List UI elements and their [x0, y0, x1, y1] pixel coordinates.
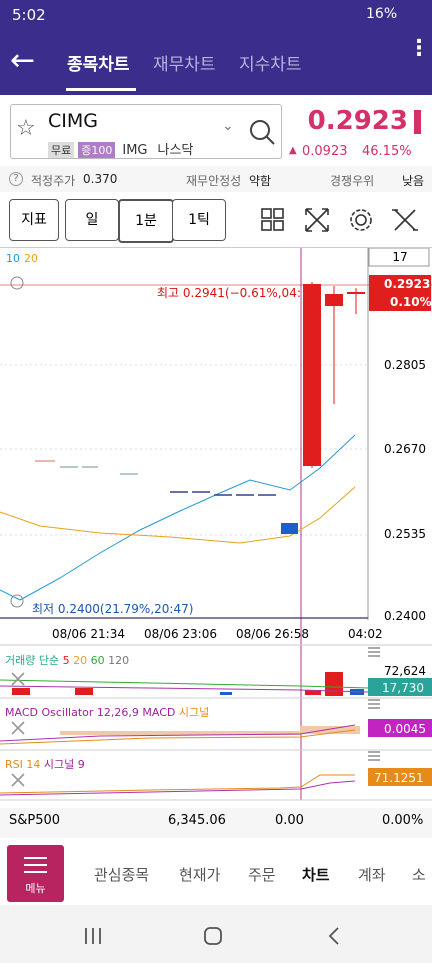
info-label: 경쟁우위	[330, 174, 375, 188]
info-value: 0.370	[83, 172, 118, 186]
symbol: CIMG	[48, 110, 98, 132]
macd-current: 0.0045	[384, 722, 426, 736]
macd-line: MACD	[142, 706, 176, 719]
nav-item[interactable]: 주문	[248, 866, 276, 884]
price-bar	[414, 110, 421, 134]
low-label: 최저 0.2400(21.79%,20:47)	[32, 602, 194, 616]
tab[interactable]: 지수차트	[239, 55, 302, 75]
period: 5	[62, 654, 70, 667]
time-label: 08/06 26:58	[236, 627, 309, 641]
macd-signal: 시그널	[178, 706, 210, 719]
volume-title: 거래량 단순 5 20 60 120	[5, 652, 129, 668]
menu-label: 메뉴	[25, 882, 46, 895]
back-button[interactable]: ←	[10, 43, 36, 78]
menu-button[interactable]	[7, 845, 64, 902]
tab[interactable]: 종목차트	[67, 55, 130, 75]
tag: 나스닥	[157, 143, 194, 158]
period: 120	[108, 654, 130, 667]
chart-area	[0, 248, 432, 801]
macd-label: MACD Oscillator 12,26,9	[5, 706, 139, 719]
time-label: 08/06 23:06	[144, 627, 217, 641]
volume-label: 거래량 단순	[5, 654, 60, 667]
price-label: 0.2805	[384, 358, 426, 372]
clock: 5:02	[12, 6, 46, 24]
dropdown[interactable]: ⌄	[222, 118, 234, 134]
tag: 증100	[78, 142, 116, 158]
period: 20	[73, 654, 88, 667]
current-rate: 0.10%	[390, 295, 432, 309]
change-rate: 46.15%	[362, 144, 412, 159]
time-label: 08/06 21:34	[52, 627, 125, 641]
nav-item[interactable]: 소	[412, 866, 426, 884]
ma-label: 10	[6, 252, 20, 265]
period-button[interactable]: 일	[65, 199, 119, 241]
index-change: 0.00	[275, 813, 304, 828]
period: 60	[90, 654, 105, 667]
ma-label: 20	[24, 252, 38, 265]
info-label: 적정주가	[31, 174, 76, 188]
period-button[interactable]: 1분	[118, 199, 174, 243]
nav-item[interactable]: 현재가	[179, 866, 221, 884]
price: 0.2923	[307, 106, 408, 136]
current-price: 0.2923	[384, 277, 431, 291]
tab-indicator	[66, 88, 136, 91]
index-value: 6,345.06	[168, 813, 226, 828]
system-nav	[0, 905, 432, 963]
nav-item[interactable]: 계좌	[358, 866, 386, 884]
more-button[interactable]: ⋮	[408, 36, 430, 61]
index-rate: 0.00%	[382, 813, 424, 828]
index-name: S&P500	[9, 813, 61, 828]
info-value: 낮음	[402, 174, 425, 188]
rsi-signal: 시그널 9	[43, 758, 85, 771]
help-icon[interactable]: ?	[9, 172, 23, 186]
nav-item[interactable]: 관심종목	[94, 866, 150, 884]
search-icon[interactable]	[248, 118, 276, 146]
high-label: 최고 0.2941(−0.61%,04:	[157, 286, 301, 300]
volume-current: 17,730	[382, 681, 424, 695]
price-label: 0.2670	[384, 442, 426, 456]
price-label: 0.2535	[384, 527, 426, 541]
volume-max: 72,624	[384, 664, 426, 678]
tag: 무료	[48, 142, 75, 158]
battery: 16%	[366, 6, 398, 22]
tags: 무료 증100 IMG 나스닥	[48, 139, 200, 158]
info-row	[0, 166, 432, 192]
info-value: 약함	[249, 174, 272, 188]
divider	[0, 247, 432, 248]
rsi-title: RSI 14 시그널 9	[5, 756, 85, 772]
indicator-button[interactable]: 지표	[9, 199, 59, 241]
price-label: 0.2400	[384, 609, 426, 623]
tab[interactable]: 재무차트	[153, 55, 216, 75]
favorite-star[interactable]: ☆	[16, 116, 36, 141]
count-box[interactable]: 17	[392, 250, 408, 264]
menu-icon	[24, 857, 47, 859]
header	[0, 0, 432, 95]
rsi-current: 71.1251	[374, 771, 424, 785]
period-button[interactable]: 1틱	[172, 199, 226, 241]
time-label: 04:02	[348, 627, 383, 641]
rsi-label: RSI 14	[5, 758, 41, 771]
search-box[interactable]	[10, 104, 282, 159]
system-buttons[interactable]	[80, 924, 360, 948]
index-row	[0, 808, 432, 838]
tool-icons[interactable]	[258, 204, 428, 236]
tag: IMG	[122, 143, 148, 158]
nav-item[interactable]: 차트	[302, 866, 330, 884]
change: 0.0923	[302, 144, 348, 159]
info-label: 재무안정성	[186, 174, 242, 188]
macd-title: MACD Oscillator 12,26,9 MACD 시그널	[5, 704, 209, 720]
up-arrow: ▲	[289, 145, 297, 156]
